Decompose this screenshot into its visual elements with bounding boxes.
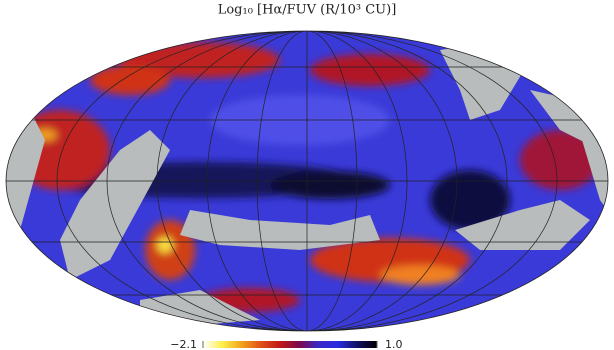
colorbar: −2.1 1.0 bbox=[170, 338, 402, 350]
colorbar-min-label: −2.1 bbox=[170, 338, 197, 350]
colorbar-gradient bbox=[203, 341, 377, 348]
map-outline bbox=[5, 30, 609, 332]
map-title: Log₁₀ [Hα/FUV (R/10³ CU)] bbox=[218, 3, 397, 18]
map-texture bbox=[10, 42, 600, 312]
colorbar-max-label: 1.0 bbox=[385, 338, 403, 350]
